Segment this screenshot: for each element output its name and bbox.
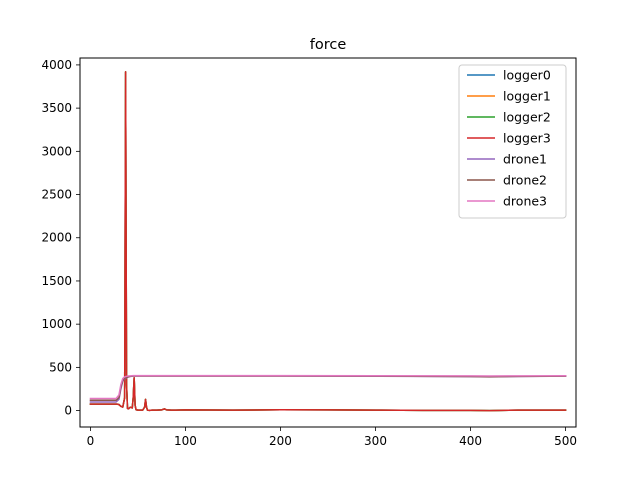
y-tick-label: 3000 <box>41 144 72 158</box>
axes: 0 100 200 300 400 500 0 500 1000 1500 2000 2500 3000… <box>41 58 577 448</box>
y-tick-label: 2500 <box>41 188 72 202</box>
y-tick-label: 500 <box>49 360 72 374</box>
legend-label-drone2: drone2 <box>503 173 547 188</box>
y-tick-label: 1000 <box>41 317 72 331</box>
x-tick-label: 100 <box>174 434 197 448</box>
x-tick-label: 300 <box>364 434 387 448</box>
axes-frame <box>79 57 577 428</box>
y-tick-label: 2000 <box>41 231 72 245</box>
series-line-logger3 <box>89 71 567 412</box>
plot-area <box>89 71 567 412</box>
legend-label-logger0: logger0 <box>503 68 551 83</box>
legend-label-drone1: drone1 <box>503 152 547 167</box>
y-tick-label: 1500 <box>41 274 72 288</box>
legend-label-logger2: logger2 <box>503 110 551 125</box>
legend-label-drone3: drone3 <box>503 194 547 209</box>
x-tick-label: 500 <box>554 434 577 448</box>
legend: logger0 logger1 logger2 logger3 drone1 drone2… <box>458 64 567 219</box>
y-tick-label: 3500 <box>41 101 72 115</box>
series-line-drone3 <box>89 374 567 400</box>
x-tick-label: 400 <box>459 434 482 448</box>
y-tick-label: 0 <box>64 404 72 418</box>
x-tick-label: 200 <box>269 434 292 448</box>
chart-title: force <box>310 37 347 53</box>
legend-label-logger3: logger3 <box>503 131 551 146</box>
legend-label-logger1: logger1 <box>503 89 551 104</box>
y-tick-label: 4000 <box>41 58 72 72</box>
x-tick-label: 0 <box>87 434 95 448</box>
